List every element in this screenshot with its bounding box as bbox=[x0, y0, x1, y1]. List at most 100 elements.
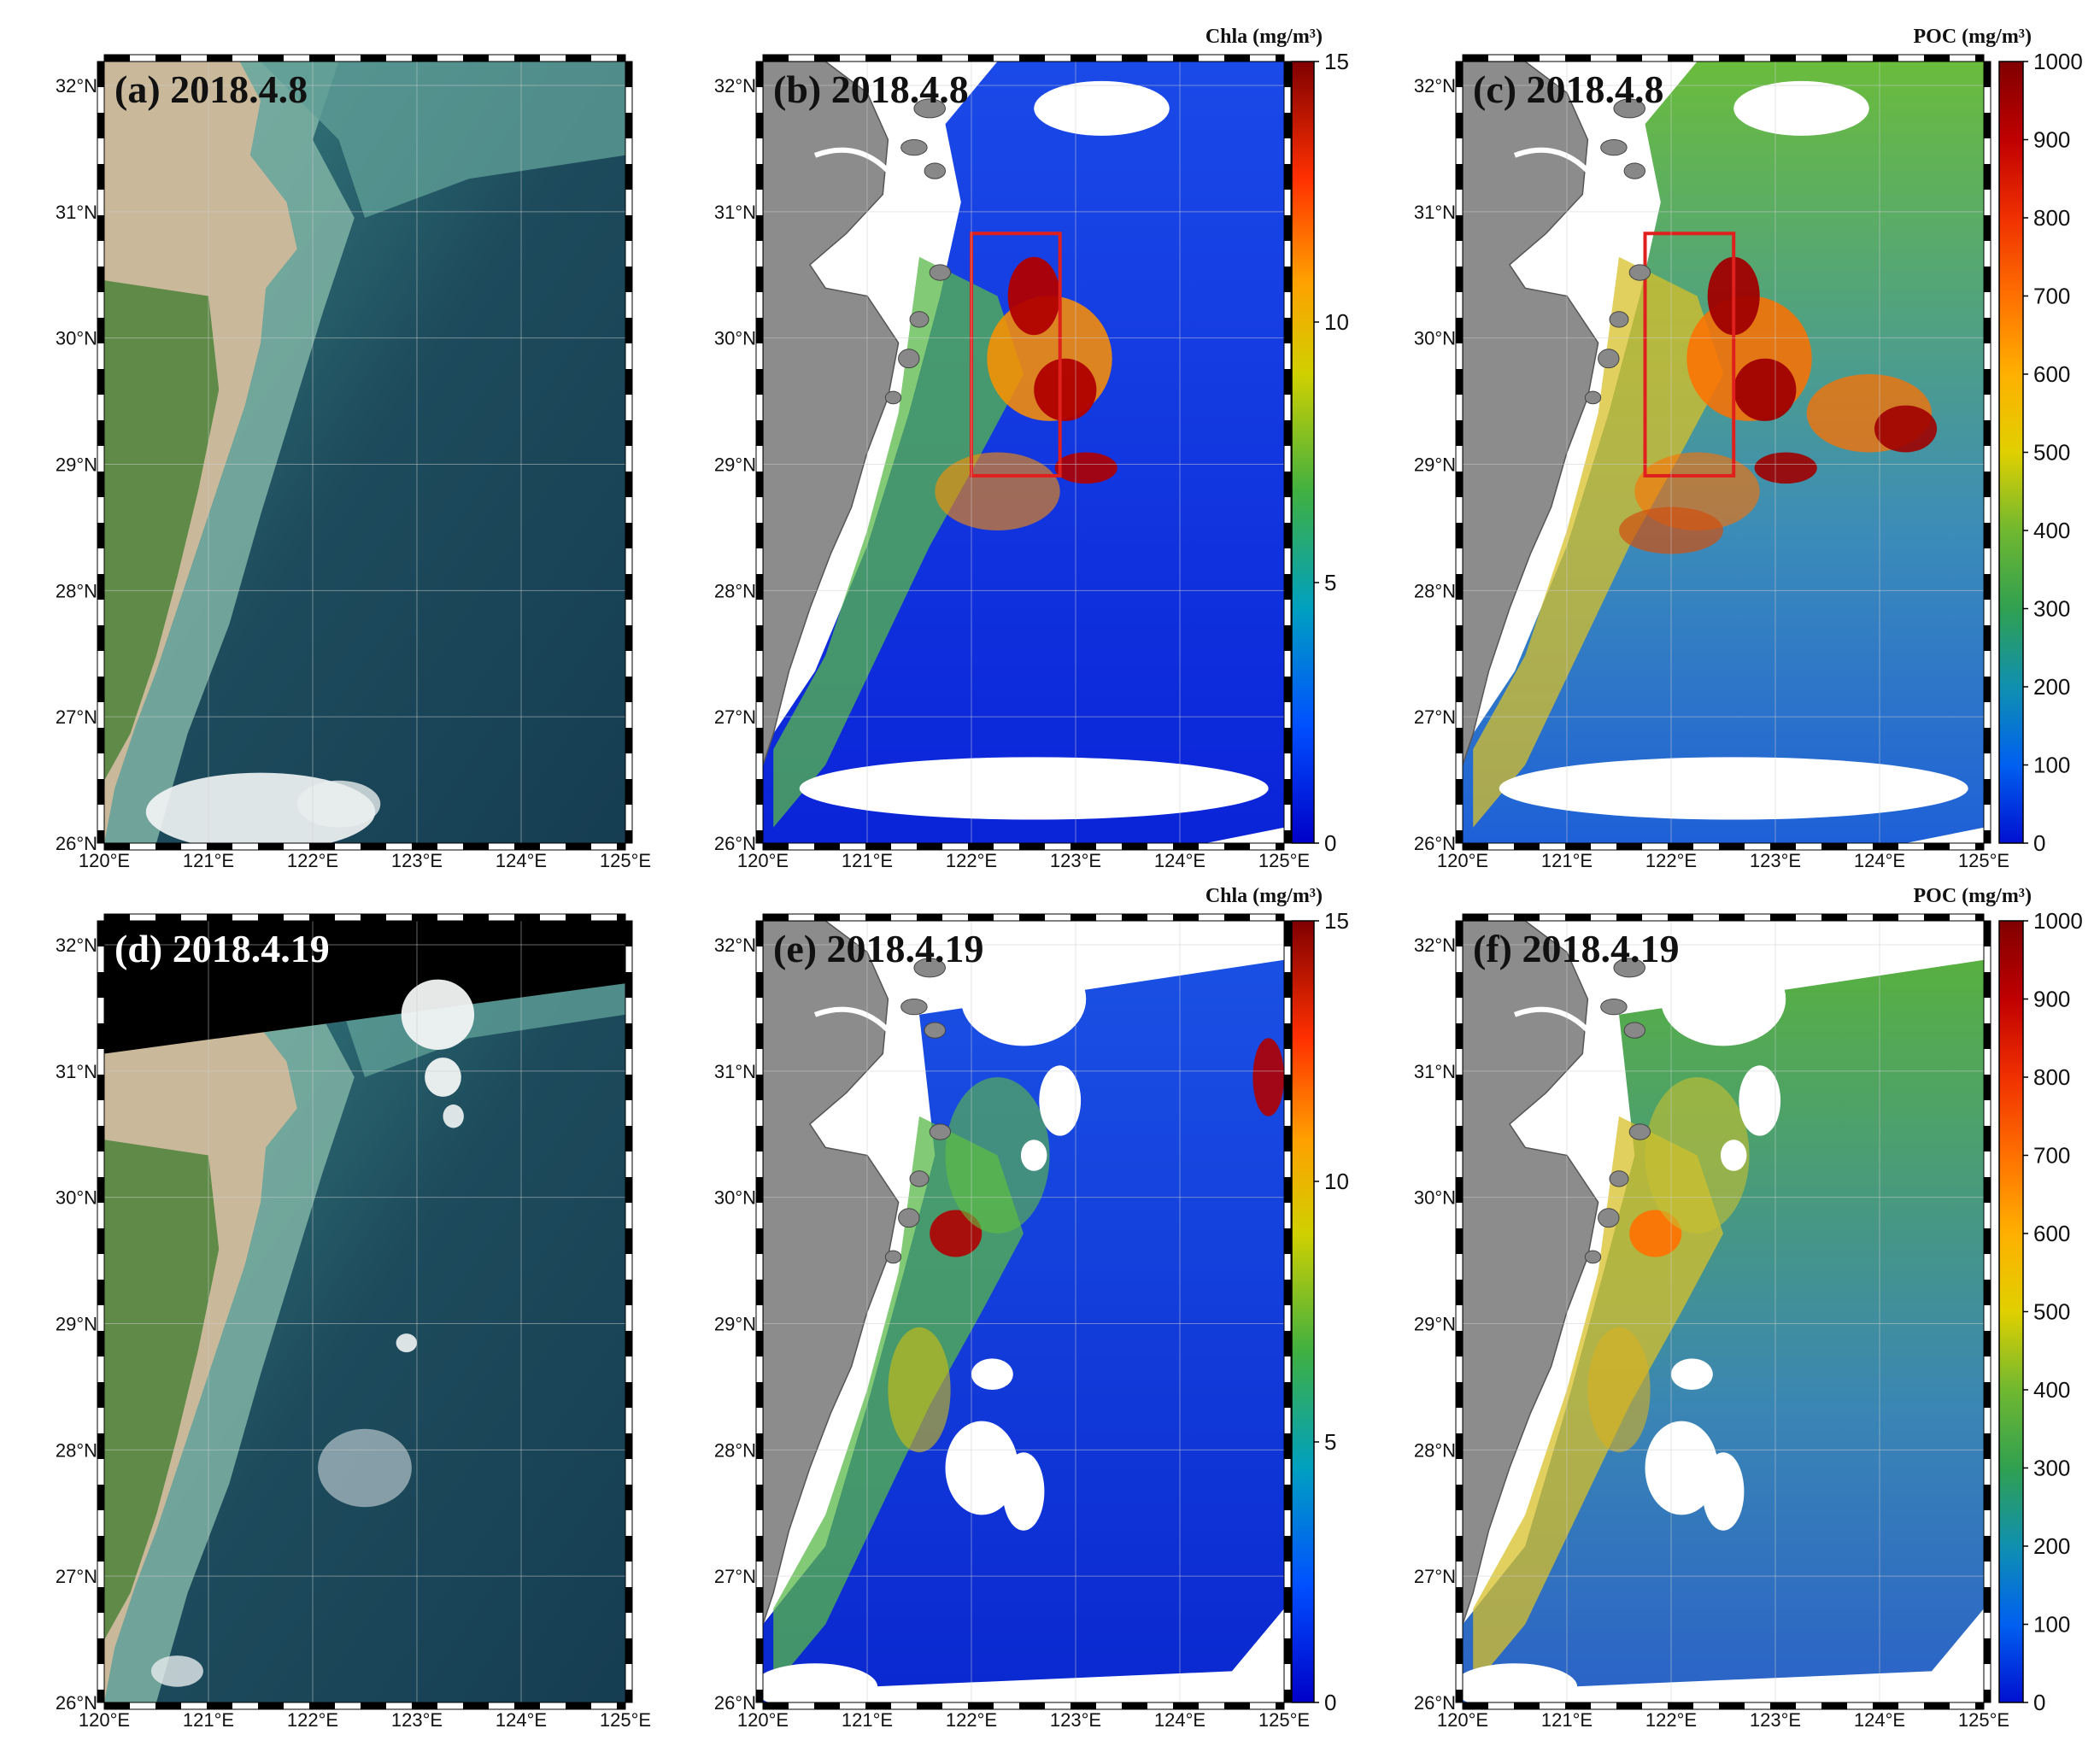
border-dash bbox=[309, 843, 335, 850]
cloud-gap bbox=[1720, 1140, 1747, 1171]
border-dash bbox=[1284, 1485, 1291, 1510]
border-dash bbox=[1984, 677, 1991, 702]
border-dash bbox=[1821, 1702, 1847, 1709]
border-dash bbox=[97, 420, 104, 446]
border-dash bbox=[1975, 1702, 1984, 1709]
colorbar-tick-label: 800 bbox=[2033, 1064, 2070, 1090]
border-dash bbox=[1984, 1485, 1991, 1510]
border-dash bbox=[756, 1587, 763, 1613]
lon-tick-label: 124°E bbox=[1154, 850, 1205, 871]
border-dash bbox=[1456, 420, 1463, 446]
border-dash bbox=[1224, 55, 1250, 62]
border-dash bbox=[1984, 972, 1991, 998]
border-dash bbox=[1924, 55, 1950, 62]
sea-data-area bbox=[763, 62, 1284, 843]
border-dash bbox=[1984, 1228, 1991, 1254]
border-dash bbox=[1284, 1023, 1291, 1049]
lat-tick-label: 28°N bbox=[714, 1439, 756, 1461]
cloud-gap bbox=[1499, 757, 1968, 820]
border-dash bbox=[1984, 1075, 1991, 1100]
colorbar-poc_colorbar: POC (mg/m³) 0 100 200 300 400 500 600 700 800 900 1… bbox=[1914, 26, 2083, 856]
lat-tick-label: 30°N bbox=[56, 328, 97, 349]
border-dash bbox=[1984, 523, 1991, 548]
lat-tick-label: 29°N bbox=[56, 454, 97, 476]
land-area bbox=[763, 62, 900, 765]
border-dash bbox=[1514, 55, 1540, 62]
border-dash bbox=[814, 55, 840, 62]
border-dash bbox=[1019, 55, 1045, 62]
lon-tick-label: 121°E bbox=[183, 1709, 234, 1731]
panel-label: (c) 2018.4.8 bbox=[1473, 67, 1664, 111]
lon-tick-label: 124°E bbox=[496, 1709, 547, 1731]
colorbar-tick-label: 15 bbox=[1324, 49, 1349, 74]
border-dash bbox=[625, 1536, 632, 1562]
island bbox=[900, 999, 928, 1016]
border-dash bbox=[625, 779, 632, 805]
panel-map-d bbox=[104, 921, 625, 1702]
colorbar-tick-label: 0 bbox=[2033, 1690, 2045, 1715]
cloud-gap bbox=[1463, 1663, 1578, 1702]
sea-data-area bbox=[763, 959, 1284, 1702]
lon-tick-label: 122°E bbox=[287, 850, 338, 871]
border-dash bbox=[97, 972, 104, 998]
border-dash bbox=[1616, 1702, 1642, 1709]
border-dash bbox=[97, 830, 104, 843]
border-dash bbox=[1565, 914, 1591, 921]
border-dash bbox=[917, 1702, 942, 1709]
border-dash bbox=[97, 1587, 104, 1613]
lat-tick-label: 28°N bbox=[56, 1439, 97, 1461]
lat-tick-label: 28°N bbox=[56, 580, 97, 601]
lat-tick-label: 30°N bbox=[1414, 328, 1456, 349]
border-dash bbox=[97, 62, 104, 87]
colorbar-title: Chla (mg/m³) bbox=[1205, 26, 1323, 48]
border-dash bbox=[97, 1280, 104, 1305]
border-dash bbox=[97, 1126, 104, 1151]
border-dash bbox=[1284, 1536, 1291, 1562]
border-dash bbox=[463, 1702, 489, 1709]
lat-tick-label: 32°N bbox=[56, 935, 97, 956]
high-value-patch bbox=[935, 452, 1060, 530]
border-dash bbox=[625, 523, 632, 548]
border-dash bbox=[1984, 369, 1991, 395]
border-dash bbox=[412, 1702, 437, 1709]
border-dash bbox=[1173, 843, 1199, 850]
border-dash bbox=[756, 1331, 763, 1356]
border-dash bbox=[97, 164, 104, 190]
cloud-gap bbox=[1702, 1452, 1745, 1531]
border-dash bbox=[1668, 55, 1693, 62]
border-dash bbox=[566, 55, 591, 62]
border-dash bbox=[514, 843, 540, 850]
border-dash bbox=[97, 1331, 104, 1356]
border-dash bbox=[763, 914, 789, 921]
high-value-patch bbox=[1874, 405, 1938, 453]
border-dash bbox=[1456, 215, 1463, 241]
border-dash bbox=[1284, 1228, 1291, 1254]
island bbox=[924, 162, 947, 179]
island bbox=[913, 958, 946, 978]
lat-tick-label: 29°N bbox=[1414, 1314, 1456, 1335]
island bbox=[1584, 1250, 1602, 1264]
border-dash bbox=[1975, 843, 1984, 850]
island bbox=[1609, 1170, 1629, 1187]
border-dash bbox=[1984, 420, 1991, 446]
high-value-patch bbox=[930, 1210, 983, 1257]
border-dash bbox=[756, 215, 763, 241]
colorbar-tick-label: 0 bbox=[1324, 830, 1336, 856]
border-dash bbox=[1821, 914, 1847, 921]
border-dash bbox=[1456, 677, 1463, 702]
island bbox=[1600, 999, 1628, 1016]
colorbar-chla_colorbar: Chla (mg/m³) 0 5 10 15 bbox=[1205, 26, 1349, 856]
border-dash bbox=[1284, 1075, 1291, 1100]
border-dash bbox=[1984, 574, 1991, 600]
border-dash bbox=[1071, 914, 1096, 921]
border-dash bbox=[1770, 1702, 1796, 1709]
island bbox=[1584, 390, 1602, 405]
border-dash bbox=[625, 164, 632, 190]
lon-tick-label: 125°E bbox=[1958, 1709, 2009, 1731]
border-dash bbox=[1284, 215, 1291, 241]
border-dash bbox=[1514, 843, 1540, 850]
border-dash bbox=[625, 972, 632, 998]
border-dash bbox=[1456, 472, 1463, 497]
